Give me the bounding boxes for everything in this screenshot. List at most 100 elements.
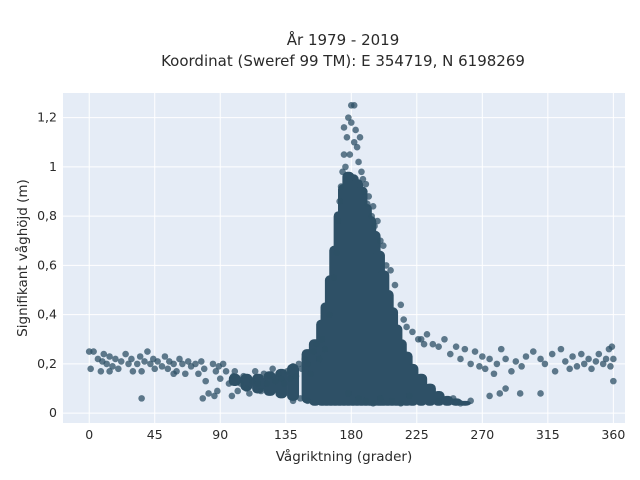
scatter-point: [307, 370, 314, 378]
scatter-point: [355, 395, 362, 402]
scatter-point: [562, 358, 569, 365]
y-tick-label: 0,8: [37, 208, 57, 223]
scatter-point: [497, 345, 505, 353]
scatter-point: [106, 353, 113, 360]
scatter-point: [269, 365, 276, 373]
x-tick-label: 225: [405, 427, 429, 442]
scatter-point: [225, 380, 233, 387]
scatter-point: [138, 395, 145, 402]
x-tick-label: 135: [274, 427, 298, 442]
scatter-point: [128, 355, 135, 363]
scatter-point: [115, 365, 122, 373]
scatter-point: [610, 355, 617, 363]
scatter-point: [441, 335, 448, 343]
scatter-point: [369, 399, 377, 407]
scatter-point: [278, 375, 285, 382]
scatter-point: [486, 355, 493, 363]
scatter-point: [343, 134, 351, 141]
scatter-point: [368, 212, 375, 220]
scatter-point: [457, 399, 464, 407]
scatter-point: [106, 367, 113, 375]
scatter-point: [330, 274, 338, 282]
scatter-point: [502, 355, 509, 363]
scatter-point: [496, 390, 504, 397]
x-tick-label: 315: [536, 427, 560, 442]
scatter-point: [377, 237, 384, 245]
scatter-point: [537, 355, 544, 363]
scatter-point: [449, 395, 457, 402]
scatter-point: [353, 143, 361, 151]
scatter-point: [112, 355, 119, 363]
scatter-point: [334, 217, 342, 225]
scatter-point: [200, 365, 208, 373]
scatter-point: [522, 353, 530, 360]
scatter-point: [397, 399, 405, 407]
scatter-point: [337, 183, 345, 190]
scatter-point: [286, 375, 294, 382]
scatter-point: [356, 134, 364, 141]
scatter-point: [304, 397, 311, 405]
scatter-point: [281, 380, 288, 387]
scatter-point: [202, 377, 209, 385]
scatter-point: [362, 397, 370, 405]
scatter-point: [318, 335, 326, 343]
scatter-point: [602, 355, 610, 363]
scatter-point: [502, 385, 509, 392]
scatter-point: [362, 180, 370, 188]
scatter-point: [222, 367, 230, 375]
scatter-point: [154, 358, 161, 365]
scatter-point: [97, 367, 105, 375]
scatter-point: [573, 363, 581, 370]
scatter-point: [397, 301, 405, 309]
scatter-point: [347, 119, 355, 126]
scatter-point: [136, 353, 144, 360]
scatter-point: [435, 343, 442, 350]
scatter-point: [512, 358, 520, 365]
scatter-point: [541, 360, 549, 368]
scatter-point: [400, 316, 407, 323]
scatter-point: [151, 365, 159, 373]
scatter-point: [380, 242, 387, 249]
scatter-point: [340, 124, 348, 131]
scatter-point: [87, 365, 94, 373]
scatter-point: [580, 360, 588, 368]
scatter-point: [257, 387, 265, 395]
scatter-point: [228, 392, 236, 400]
scatter-point: [467, 397, 474, 405]
scatter-point: [297, 395, 304, 402]
scatter-point: [260, 370, 268, 378]
x-tick-label: 270: [470, 427, 494, 442]
scatter-point: [272, 377, 279, 385]
scatter-point: [336, 198, 343, 205]
scatter-point: [176, 355, 183, 363]
scatter-point: [243, 385, 250, 392]
scatter-point: [529, 348, 537, 355]
scatter-point: [361, 188, 368, 195]
scatter-point: [365, 193, 373, 200]
scatter-point: [342, 163, 349, 171]
scatter-point: [423, 331, 431, 338]
scatter-point: [569, 353, 576, 360]
scatter-point: [195, 370, 202, 378]
scatter-point: [548, 350, 556, 358]
scatter-point: [231, 367, 239, 375]
scatter-point: [457, 355, 464, 363]
scatter-point: [435, 397, 442, 405]
scatter-point: [467, 360, 474, 368]
scatter-point: [117, 358, 125, 365]
scatter-point: [352, 126, 359, 134]
scatter-point: [608, 343, 616, 350]
x-axis-title: Vågriktning (grader): [276, 448, 413, 465]
scatter-point: [199, 395, 207, 402]
scatter-point: [420, 340, 428, 348]
scatter-point: [350, 102, 358, 109]
scatter-point: [566, 365, 573, 373]
scatter-point: [452, 343, 460, 350]
y-tick-label: 0,2: [37, 356, 57, 371]
scatter-point: [355, 158, 362, 166]
scatter-point: [578, 350, 585, 358]
y-axis-title: Signifikant våghöjd (m): [14, 179, 31, 337]
scatter-point: [275, 370, 282, 378]
scatter-point: [100, 350, 108, 358]
